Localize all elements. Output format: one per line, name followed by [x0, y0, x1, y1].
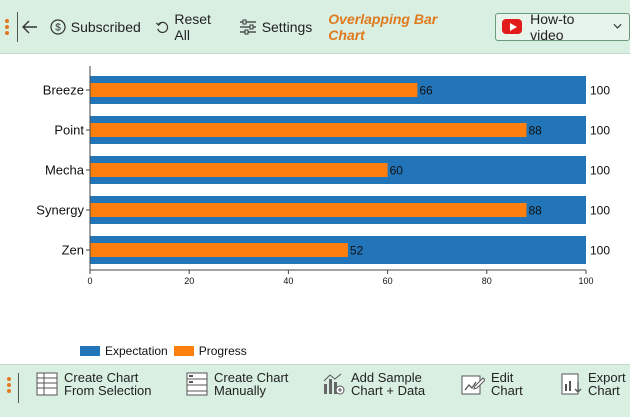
reset-all-label: Reset All — [174, 10, 211, 43]
y-tick-label-synergy: Synergy — [36, 203, 84, 218]
legend-item-expectation: Expectation — [80, 344, 168, 358]
data-label-expectation-zen: 100 — [590, 244, 610, 258]
edit-line1: Edit — [491, 370, 514, 385]
y-tick-label-zen: Zen — [62, 243, 84, 258]
create-chart-manually-button[interactable]: Create Chart Manually — [186, 371, 288, 397]
create-manual-line2: Manually — [214, 383, 267, 398]
x-tick-label-0: 0 — [87, 276, 92, 286]
bottom-toolbar: Create Chart From Selection Create Chart M… — [0, 364, 630, 417]
bar-progress-synergy — [90, 203, 527, 217]
x-tick-label-40: 40 — [283, 276, 293, 286]
edit-chart-icon — [461, 375, 485, 395]
data-label-progress-synergy: 88 — [528, 204, 542, 218]
data-label-expectation-breeze: 100 — [590, 84, 610, 98]
how-to-video-dropdown[interactable]: How-to video — [495, 10, 630, 43]
bar-progress-zen — [90, 243, 348, 257]
overlapping-bar-chart: Breeze 66 100 Point 88 100 Mecha 60 100 Synergy 88… — [36, 66, 610, 286]
toolbar-divider — [16, 11, 18, 42]
legend-label-expectation: Expectation — [105, 344, 168, 358]
reset-all-button[interactable]: Reset All — [155, 11, 225, 43]
export-line2: Chart — [588, 383, 620, 398]
export-chart-icon — [561, 373, 582, 395]
back-arrow-icon[interactable] — [21, 20, 38, 34]
add-sample-line1: Add Sample — [351, 370, 422, 385]
bar-progress-point — [90, 123, 527, 137]
export-chart-button[interactable]: Export Chart — [561, 371, 626, 397]
edit-line2: Chart — [491, 383, 523, 398]
data-label-expectation-mecha: 100 — [590, 164, 610, 178]
legend-item-progress: Progress — [173, 344, 247, 358]
bottom-toolbar-divider — [18, 373, 19, 403]
y-tick-label-point: Point — [54, 123, 84, 138]
x-tick-label-100: 100 — [578, 276, 593, 286]
bar-progress-breeze — [90, 83, 418, 97]
bottom-menu-dots-icon[interactable] — [2, 376, 16, 394]
reset-icon — [155, 21, 168, 33]
create-selection-line2: From Selection — [64, 383, 152, 398]
x-tick-label-80: 80 — [482, 276, 492, 286]
top-toolbar: $ Subscribed Reset All Settings Overlapp… — [0, 0, 630, 54]
data-label-progress-mecha: 60 — [390, 164, 404, 178]
y-tick-label-breeze: Breeze — [43, 83, 84, 98]
edit-chart-button[interactable]: Edit Chart — [461, 371, 523, 397]
menu-dots-icon[interactable] — [1, 18, 14, 36]
sample-chart-icon — [323, 373, 345, 395]
create-selection-line1: Create Chart — [64, 370, 139, 385]
chevron-down-icon — [613, 23, 622, 29]
settings-label: Settings — [261, 18, 313, 35]
y-tick-label-mecha: Mecha — [45, 163, 85, 178]
chart-legend: Expectation Progress — [80, 344, 253, 358]
legend-swatch-progress — [173, 346, 194, 356]
bar-progress-mecha — [90, 163, 388, 177]
youtube-icon — [502, 19, 523, 34]
svg-text:$: $ — [55, 22, 61, 33]
data-label-progress-zen: 52 — [350, 244, 364, 258]
data-label-expectation-point: 100 — [590, 124, 610, 138]
how-to-video-label: How-to video — [530, 10, 575, 43]
create-manual-line1: Create Chart — [214, 370, 289, 385]
dollar-circle-icon: $ — [50, 18, 66, 35]
data-label-progress-breeze: 66 — [419, 84, 433, 98]
legend-swatch-expectation — [80, 346, 100, 356]
settings-button[interactable]: Settings — [239, 18, 313, 35]
legend-label-progress: Progress — [198, 344, 247, 358]
create-chart-from-selection-button[interactable]: Create Chart From Selection — [36, 371, 151, 397]
table-grid-icon — [36, 372, 58, 396]
x-tick-label-60: 60 — [383, 276, 393, 286]
add-sample-line2: Chart + Data — [351, 383, 426, 398]
sliders-icon — [239, 19, 256, 34]
data-label-expectation-synergy: 100 — [590, 204, 610, 218]
x-tick-label-20: 20 — [184, 276, 194, 286]
export-line1: Export — [588, 370, 626, 385]
add-sample-chart-data-button[interactable]: Add Sample Chart + Data — [321, 371, 425, 397]
chart-type-title: Overlapping Bar Chart — [328, 10, 438, 43]
data-label-progress-point: 88 — [528, 124, 542, 138]
table-list-icon — [186, 372, 208, 396]
subscribed-label: Subscribed — [70, 18, 141, 35]
subscribed-button[interactable]: $ Subscribed — [50, 19, 141, 35]
